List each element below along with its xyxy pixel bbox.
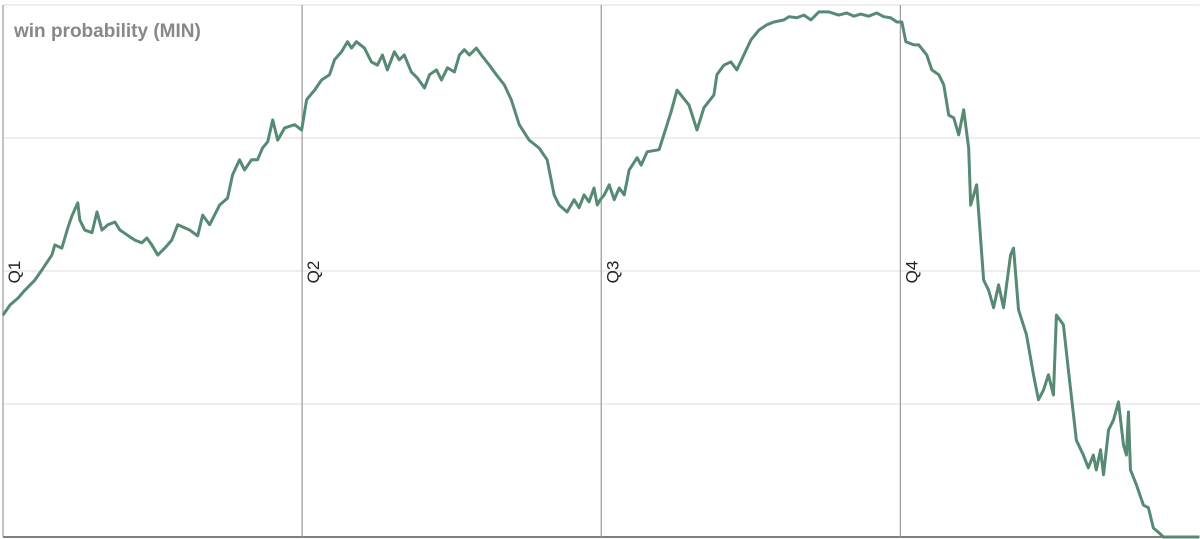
- chart-title: win probability (MIN): [13, 21, 201, 42]
- quarter-label: Q3: [603, 261, 622, 284]
- win-probability-line: [1, 10, 1200, 539]
- quarter-label: Q1: [5, 261, 24, 284]
- quarter-label: Q2: [304, 261, 323, 284]
- quarter-label: Q4: [902, 261, 921, 284]
- grid: Q1 Q2 Q3 Q4: [2, 4, 1200, 538]
- plot: [1, 10, 1200, 539]
